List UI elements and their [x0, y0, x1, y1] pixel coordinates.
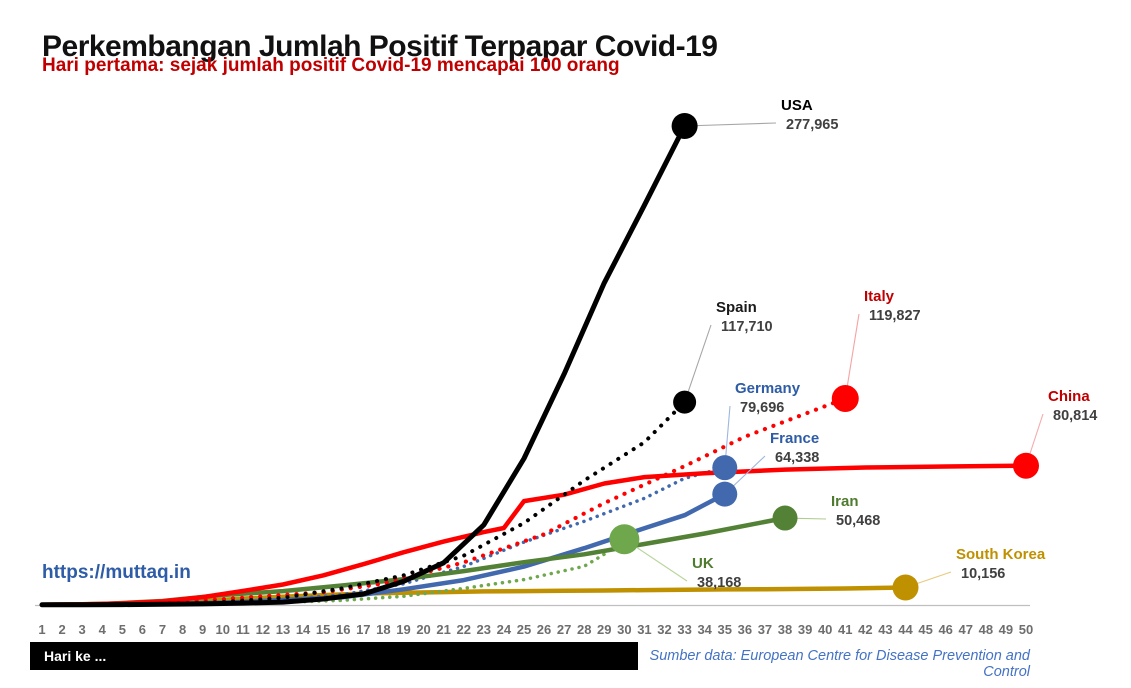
x-axis-tick: 38 — [778, 622, 792, 637]
x-axis-title-bar: Hari ke ... — [30, 642, 638, 670]
series-label-name: Germany — [735, 380, 801, 397]
x-axis-tick: 30 — [617, 622, 631, 637]
series-dot-uk — [609, 524, 640, 555]
series-label-name: South Korea — [956, 546, 1046, 563]
x-axis-tick: 47 — [959, 622, 973, 637]
page-title: Perkembangan Jumlah Positif Terpapar Cov… — [42, 30, 718, 64]
leader-line-spain — [684, 324, 712, 403]
x-axis-tick: 45 — [918, 622, 932, 637]
x-axis-tick: 44 — [898, 622, 913, 637]
x-axis-tick: 41 — [838, 622, 852, 637]
x-axis-tick: 27 — [557, 622, 571, 637]
x-axis-tick: 20 — [416, 622, 430, 637]
series-label-value: 117,710 — [721, 319, 773, 335]
x-axis-tick: 34 — [697, 622, 712, 637]
x-axis-tick: 13 — [276, 622, 290, 637]
x-axis-tick: 25 — [517, 622, 531, 637]
x-axis-tick: 40 — [818, 622, 832, 637]
x-axis-tick: 42 — [858, 622, 872, 637]
series-label-value: 79,696 — [740, 400, 785, 416]
series-dot-germany — [712, 455, 738, 481]
x-axis-tick: 6 — [139, 622, 146, 637]
x-axis-tick: 16 — [336, 622, 350, 637]
series-label-iran: Iran 50,468 — [831, 492, 880, 530]
x-axis-tick: 50 — [1019, 622, 1033, 637]
series-label-value: 38,168 — [697, 575, 742, 591]
series-dot-south-korea — [892, 574, 919, 601]
x-axis-tick: 33 — [677, 622, 691, 637]
series-label-south-korea: South Korea 10,156 — [956, 545, 1045, 583]
series-label-uk: UK 38,168 — [692, 554, 741, 592]
x-axis-tick: 48 — [979, 622, 993, 637]
series-dot-iran — [772, 505, 798, 531]
series-label-spain: Spain 117,710 — [716, 298, 773, 336]
x-axis-tick: 19 — [396, 622, 410, 637]
x-axis-tick: 32 — [657, 622, 671, 637]
x-axis-tick: 22 — [456, 622, 470, 637]
series-label-value: 277,965 — [786, 117, 839, 133]
x-axis-tick: 21 — [436, 622, 450, 637]
x-axis-tick: 23 — [477, 622, 491, 637]
page-subtitle: Hari pertama: sejak jumlah positif Covid… — [42, 55, 620, 76]
x-axis-tick: 9 — [199, 622, 206, 637]
x-axis-tick: 12 — [256, 622, 270, 637]
x-axis-tick: 35 — [718, 622, 732, 637]
series-label-china: China 80,814 — [1048, 387, 1097, 425]
x-axis-tick: 26 — [537, 622, 551, 637]
x-axis-tick: 46 — [938, 622, 952, 637]
series-label-value: 64,338 — [775, 450, 820, 466]
series-label-value: 50,468 — [836, 513, 881, 529]
series-label-value: 80,814 — [1053, 408, 1098, 424]
series-dot-spain — [673, 390, 697, 414]
x-axis-tick: 1 — [38, 622, 45, 637]
x-axis-tick: 36 — [738, 622, 752, 637]
leader-line-usa — [684, 122, 777, 127]
x-axis-tick: 3 — [79, 622, 86, 637]
series-line-usa — [39, 123, 688, 608]
series-line-china — [39, 463, 1029, 608]
x-axis-tick: 14 — [296, 622, 311, 637]
series-label-value: 119,827 — [869, 308, 921, 324]
data-source-credit: Sumber data: European Centre for Disease… — [649, 648, 1030, 680]
site-url-link[interactable]: https://muttaq.in — [42, 562, 191, 583]
x-axis-tick: 31 — [637, 622, 651, 637]
series-dot-china — [1013, 452, 1039, 479]
x-axis-tick: 8 — [179, 622, 186, 637]
series-label-name: UK — [692, 555, 714, 572]
series-label-name: Italy — [864, 288, 895, 305]
x-axis-tick: 10 — [216, 622, 230, 637]
series-label-italy: Italy 119,827 — [864, 287, 921, 325]
x-axis-tick: 2 — [58, 622, 65, 637]
series-label-name: Spain — [716, 299, 757, 316]
leader-line-italy — [844, 313, 860, 399]
series-label-name: USA — [781, 97, 813, 114]
series-label-usa: USA 277,965 — [781, 96, 838, 134]
x-axis-title: Hari ke ... — [44, 648, 107, 664]
x-axis-tick: 17 — [356, 622, 370, 637]
x-axis-tick: 7 — [159, 622, 166, 637]
series-dot-france — [712, 481, 738, 507]
x-axis-tick: 15 — [316, 622, 330, 637]
x-axis-tick: 49 — [999, 622, 1013, 637]
x-axis-tick: 43 — [878, 622, 892, 637]
x-axis-tick: 5 — [119, 622, 126, 637]
series-label-value: 10,156 — [961, 566, 1006, 582]
x-axis-tick: 28 — [577, 622, 591, 637]
series-label-name: France — [770, 430, 820, 447]
x-axis-tick: 37 — [758, 622, 772, 637]
x-axis-tick: 39 — [798, 622, 812, 637]
series-label-name: Iran — [831, 493, 859, 510]
series-label-name: China — [1048, 388, 1090, 405]
series-dot-italy — [831, 385, 859, 413]
series-label-france: France 64,338 — [770, 429, 819, 467]
series-label-germany: Germany 79,696 — [735, 379, 800, 417]
x-axis-tick: 11 — [236, 622, 250, 637]
x-axis-tick: 4 — [99, 622, 107, 637]
x-axis-tick: 24 — [497, 622, 512, 637]
x-axis-tick: 29 — [597, 622, 611, 637]
x-axis-tick: 18 — [376, 622, 390, 637]
series-dot-usa — [671, 113, 698, 139]
